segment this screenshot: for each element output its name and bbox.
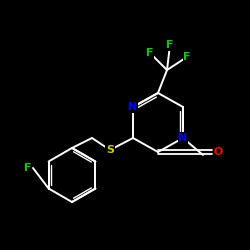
Text: O: O	[213, 147, 223, 157]
Text: S: S	[106, 145, 114, 155]
Text: F: F	[24, 163, 32, 173]
Text: F: F	[166, 40, 174, 50]
Text: F: F	[183, 52, 191, 62]
Text: N: N	[128, 102, 138, 112]
Text: F: F	[146, 48, 154, 58]
Text: N: N	[178, 133, 188, 143]
